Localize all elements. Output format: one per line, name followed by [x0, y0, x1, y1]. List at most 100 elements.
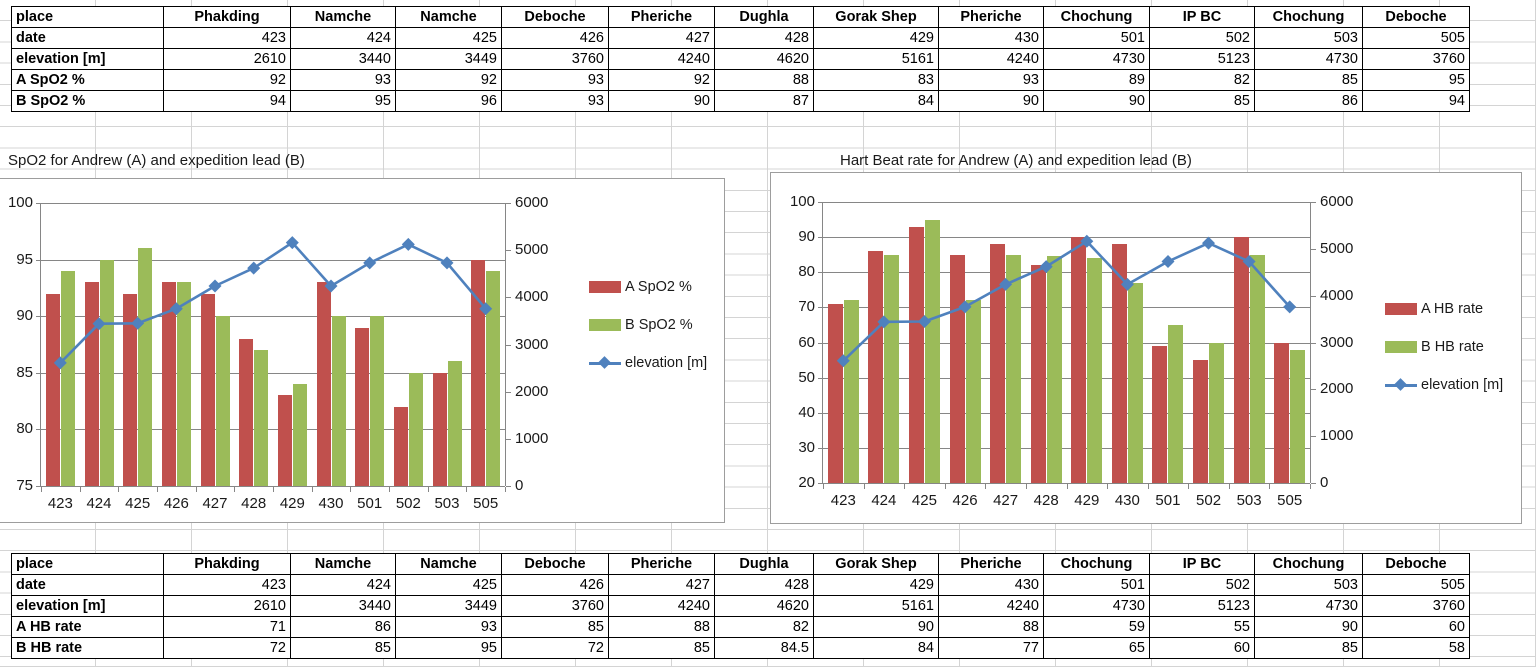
x-axis-tick-mark	[1269, 484, 1270, 489]
legend-item[interactable]: B SpO2 %	[589, 317, 707, 333]
x-axis-tick-mark	[1026, 484, 1027, 489]
bar-series-b[interactable]	[965, 300, 981, 483]
bar-series-a[interactable]	[949, 254, 965, 483]
bar-series-b[interactable]	[924, 219, 940, 483]
x-axis-tick-label: 427	[993, 492, 1019, 509]
table-cell: 423	[163, 27, 291, 49]
bar-series-b[interactable]	[486, 270, 501, 486]
bar-series-a[interactable]	[1193, 360, 1209, 483]
x-axis-tick-label: 423	[47, 495, 73, 512]
bar-series-b[interactable]	[1046, 256, 1062, 483]
bar-series-a[interactable]	[161, 282, 176, 486]
x-axis-tick-label: 424	[871, 492, 897, 509]
x-axis-tick-label: 503	[1236, 492, 1262, 509]
bar-series-b[interactable]	[843, 300, 859, 483]
bar-series-b[interactable]	[1209, 342, 1225, 483]
x-axis-tick-mark	[80, 487, 81, 492]
legend-color-swatch-icon	[589, 281, 621, 293]
bar-series-b[interactable]	[1127, 282, 1143, 483]
spo2-chart[interactable]: 100 95 90 85 80 75 6000 5000 4000 3000 2000 1000 0 42…	[0, 178, 725, 523]
table-cell: Pheriche	[608, 6, 715, 28]
bar-series-a[interactable]	[84, 282, 99, 486]
bar-series-b[interactable]	[99, 259, 114, 486]
bar-series-a[interactable]	[393, 406, 408, 486]
bar-series-a[interactable]	[868, 251, 884, 483]
table-cell: 428	[714, 574, 814, 596]
x-axis-tick-mark	[234, 487, 235, 492]
bar-series-b[interactable]	[1006, 254, 1022, 483]
bar-series-b[interactable]	[447, 361, 462, 486]
table-cell: 4730	[1043, 595, 1150, 617]
bar-series-a[interactable]	[355, 327, 370, 486]
bar-series-b[interactable]	[408, 372, 423, 486]
bar-series-b[interactable]	[1087, 258, 1103, 483]
bar-series-a[interactable]	[990, 244, 1006, 483]
y-axis-tick-mark	[36, 316, 41, 317]
bar-series-a[interactable]	[277, 395, 292, 486]
bar-series-a[interactable]	[1233, 237, 1249, 483]
bar-series-a[interactable]	[1111, 244, 1127, 483]
x-axis-tick-mark	[41, 487, 42, 492]
table-cell: 85	[1254, 69, 1363, 91]
bar-series-a[interactable]	[471, 259, 486, 486]
chart-legend: A HB rate B HB rate elevation [m]	[1385, 301, 1503, 415]
x-axis-tick-mark	[312, 487, 313, 492]
table-cell: 93	[501, 90, 609, 112]
table-cell: 3760	[501, 48, 609, 70]
bar-series-b[interactable]	[884, 254, 900, 483]
bar-series-b[interactable]	[1290, 349, 1306, 483]
bar-series-a[interactable]	[200, 293, 215, 486]
spo2-data-table[interactable]: place Phakding Namche Namche Deboche Pheriche…	[11, 6, 1470, 112]
table-cell: Pheriche	[938, 553, 1044, 575]
bar-series-b[interactable]	[60, 270, 75, 486]
bar-series-b[interactable]	[215, 316, 230, 486]
bar-series-a[interactable]	[123, 293, 138, 486]
table-cell: 3760	[1362, 595, 1470, 617]
bar-series-a[interactable]	[1071, 237, 1087, 483]
y-axis-tick-label: 80	[16, 420, 33, 437]
table-cell: 87	[714, 90, 814, 112]
table-row: place Phakding Namche Namche Deboche Pheriche…	[11, 553, 1470, 575]
secondary-y-axis-line	[505, 203, 506, 486]
bar-series-b[interactable]	[254, 350, 269, 486]
secondary-y-axis-tick-label: 0	[515, 477, 524, 494]
table-cell: Phakding	[163, 553, 291, 575]
bar-series-b[interactable]	[370, 316, 385, 486]
bar-series-a[interactable]	[1274, 342, 1290, 483]
x-axis-tick-mark	[118, 487, 119, 492]
legend-item-label: B SpO2 %	[625, 317, 693, 333]
y-axis-tick-label: 100	[7, 194, 33, 211]
legend-item[interactable]: elevation [m]	[1385, 377, 1503, 393]
bar-series-a[interactable]	[1030, 265, 1046, 483]
secondary-y-axis-tick-label: 5000	[1320, 240, 1354, 257]
bar-series-a[interactable]	[432, 372, 447, 486]
legend-item[interactable]: A SpO2 %	[589, 279, 707, 295]
secondary-y-axis-tick-mark	[506, 345, 511, 346]
bar-series-b[interactable]	[138, 248, 153, 486]
plot-area	[823, 202, 1310, 484]
table-cell: 55	[1149, 616, 1255, 638]
bar-series-a[interactable]	[1152, 346, 1168, 483]
table-cell: 92	[395, 69, 502, 91]
table-row-label: place	[11, 553, 164, 575]
bar-series-b[interactable]	[1168, 324, 1184, 483]
bar-series-a[interactable]	[908, 226, 924, 483]
hb-data-table[interactable]: place Phakding Namche Namche Deboche Pheriche…	[11, 553, 1470, 659]
y-axis-tick-label: 90	[16, 307, 33, 324]
legend-item[interactable]: elevation [m]	[589, 355, 707, 371]
bar-series-a[interactable]	[239, 338, 254, 486]
bar-series-a[interactable]	[827, 303, 843, 483]
legend-item[interactable]: B HB rate	[1385, 339, 1503, 355]
bar-series-b[interactable]	[176, 282, 191, 486]
legend-item[interactable]: A HB rate	[1385, 301, 1503, 317]
bar-series-a[interactable]	[45, 293, 60, 486]
x-axis-tick-label: 425	[125, 495, 151, 512]
bar-series-b[interactable]	[292, 384, 307, 486]
bar-series-b[interactable]	[331, 316, 346, 486]
hb-chart[interactable]: 100 90 80 70 60 50 40 30 20 6000 5000 4000 3000 2000 1…	[770, 172, 1522, 524]
table-cell: 505	[1362, 27, 1470, 49]
table-cell: 427	[608, 27, 715, 49]
bar-series-b[interactable]	[1249, 254, 1265, 483]
bar-series-a[interactable]	[316, 282, 331, 486]
table-cell: Chochung	[1254, 6, 1363, 28]
